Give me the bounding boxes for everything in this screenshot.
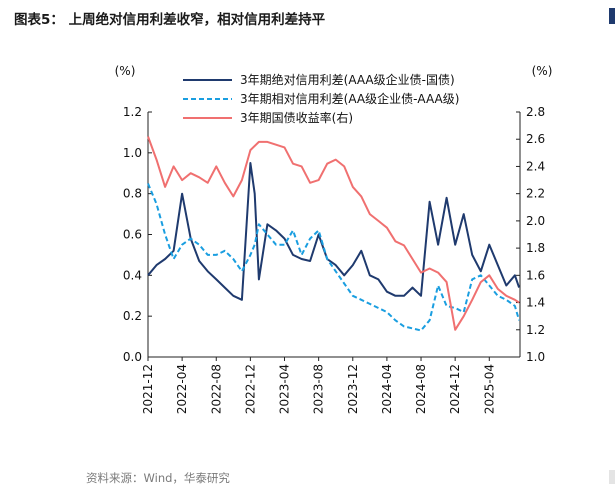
- y-axis-left-unit: (%): [115, 64, 136, 78]
- y-tick-right-label: 2.2: [526, 187, 545, 201]
- y-tick-left-label: 0.2: [123, 309, 142, 323]
- y-axis-right-unit: (%): [532, 64, 553, 78]
- y-tick-left-label: 0.0: [123, 350, 142, 364]
- edge-title-marker: [609, 8, 615, 24]
- series-line-2: [147, 183, 521, 332]
- x-tick-label: 2021-12: [141, 364, 155, 414]
- y-tick-right-label: 1.8: [526, 241, 545, 255]
- y-tick-right-label: 2.8: [526, 105, 545, 119]
- y-tick-right-label: 2.6: [526, 132, 545, 146]
- source-note: 资料来源：Wind，华泰研究: [86, 471, 230, 485]
- y-tick-right-label: 2.4: [526, 159, 545, 173]
- y-tick-left-label: 0.4: [123, 268, 142, 282]
- y-tick-right-label: 1.6: [526, 268, 545, 282]
- x-tick-label: 2023-04: [278, 364, 292, 414]
- x-tick-label: 2024-08: [414, 364, 428, 414]
- y-tick-left-label: 0.6: [123, 228, 142, 242]
- x-tick-label: 2023-12: [346, 364, 360, 414]
- figure-title: 图表5： 上周绝对信用利差收窄，相对信用利差持平: [14, 12, 326, 28]
- y-tick-right-label: 2.0: [526, 214, 545, 228]
- series-line-3: [147, 136, 520, 331]
- y-tick-right-label: 1.2: [526, 323, 545, 337]
- y-tick-left-label: 0.8: [123, 187, 142, 201]
- y-tick-left-label: 1.0: [123, 146, 142, 160]
- chart-axes: (%) (%) 0.0 0.2 0.4 0.6 0.8 1.0 1.2 1.0 1.2 1.4 1.6 1…: [115, 64, 553, 414]
- chart-series-layer: [147, 136, 521, 332]
- y-tick-left-label: 1.2: [123, 105, 142, 119]
- x-tick-label: 2022-12: [243, 364, 257, 414]
- y-tick-right-label: 1.0: [526, 350, 545, 364]
- x-tick-label: 2023-08: [312, 364, 326, 414]
- x-tick-label: 2024-12: [448, 364, 462, 414]
- chart-legend: 3年期绝对信用利差(AAA级企业债-国债) 3年期相对信用利差(AA级企业债-AA…: [183, 72, 459, 125]
- x-tick-label: 2024-04: [380, 364, 394, 414]
- x-tick-label: 2025-04: [482, 364, 496, 414]
- legend-label-1: 3年期绝对信用利差(AAA级企业债-国债): [240, 72, 455, 87]
- edge-source-marker: [609, 470, 615, 484]
- series-line-1: [147, 162, 521, 301]
- x-tick-label: 2022-08: [209, 364, 223, 414]
- x-tick-label: 2022-04: [175, 364, 189, 414]
- y-tick-right-label: 1.4: [526, 296, 545, 310]
- legend-label-3: 3年期国债收益率(右): [240, 110, 353, 125]
- legend-label-2: 3年期相对信用利差(AA级企业债-AAA级): [240, 91, 459, 106]
